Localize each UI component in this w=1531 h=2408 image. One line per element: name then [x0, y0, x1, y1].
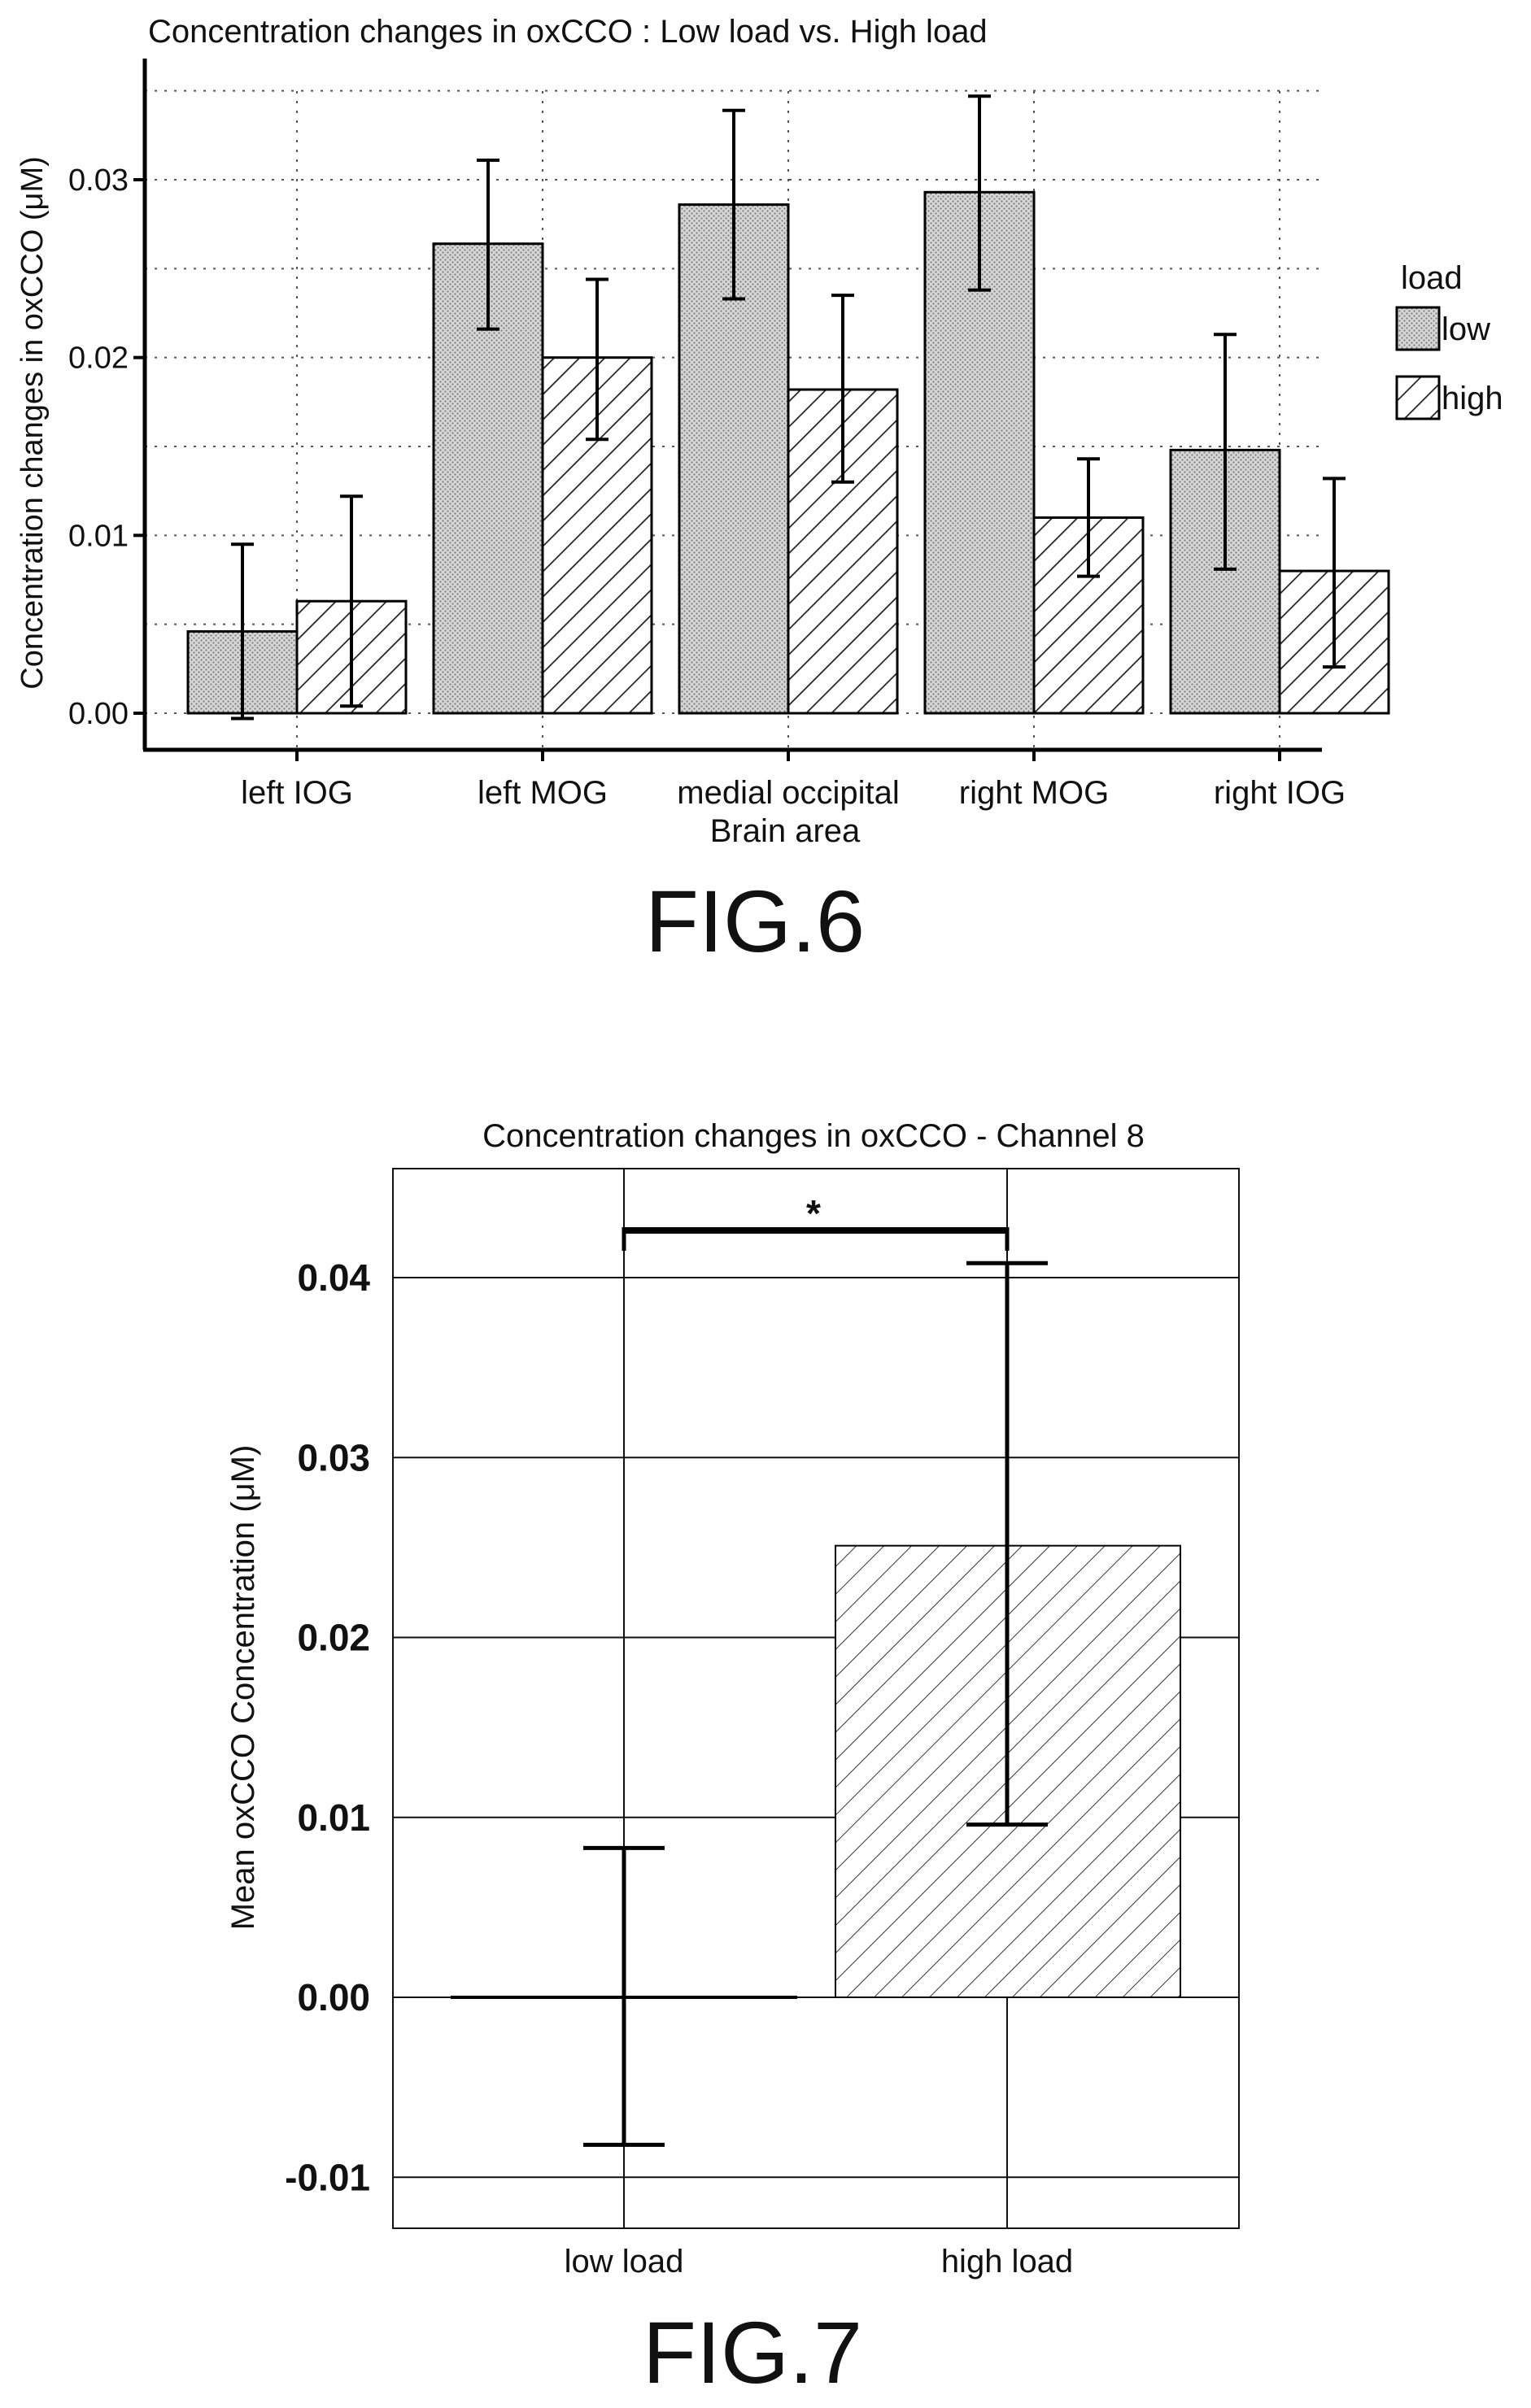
fig7-y-tick-label: 0.00: [297, 1976, 370, 2018]
fig7-bars: [451, 1544, 1181, 1999]
fig7-significance-star: *: [806, 1192, 821, 1234]
fig7-error-bars: [583, 1261, 1048, 2147]
fig6-legend-label-high: high: [1442, 381, 1503, 416]
fig6-legend-swatch-low: [1395, 306, 1441, 351]
fig6-x-tick-label-right-mog: right MOG: [959, 775, 1109, 811]
fig6-legend-title: load: [1401, 260, 1463, 296]
fig6-legend-swatch-high: [1395, 375, 1441, 420]
fig7-x-ticks: low load high load: [565, 2244, 1074, 2280]
fig7-y-tick-label: 0.02: [297, 1617, 370, 1659]
fig7-plot-frame: [392, 1168, 1240, 2229]
fig7-caption: FIG.7: [643, 2303, 862, 2401]
fig7-y-axis-label: Mean oxCCO Concentration (μM): [225, 1445, 261, 1931]
fig6-y-ticks: 0.00 0.01 0.02 0.03: [68, 163, 145, 731]
fig6-y-tick-label: 0.01: [68, 519, 129, 553]
fig6-title: Concentration changes in oxCCO : Low loa…: [148, 14, 988, 50]
fig7-x-tick-label-high-load: high load: [941, 2244, 1073, 2280]
fig6-x-ticks: left IOG left MOG medial occipital right MO…: [241, 750, 1346, 811]
fig6-error-bars: [231, 94, 1346, 721]
fig6-x-tick-label-medial-occipital: medial occipital: [677, 775, 899, 811]
fig7-y-tick-label: 0.01: [297, 1796, 370, 1839]
fig7-y-tick-label: -0.01: [285, 2156, 370, 2198]
fig6-y-tick-label: 0.00: [68, 697, 129, 731]
fig6-x-tick-label-right-iog: right IOG: [1214, 775, 1346, 811]
fig7-x-tick-label-low-load: low load: [565, 2244, 684, 2280]
fig6-bars: [186, 190, 1390, 715]
fig6-legend: load low high: [1395, 260, 1503, 420]
fig6-caption: FIG.6: [645, 872, 865, 970]
fig6-x-tick-label-left-iog: left IOG: [241, 775, 353, 811]
fig6-x-tick-label-left-mog: left MOG: [478, 775, 608, 811]
fig7-title: Concentration changes in oxCCO - Channel…: [482, 1118, 1145, 1154]
fig7-significance-bracket: *: [622, 1192, 1010, 1251]
fig6-chart: Concentration changes in oxCCO : Low loa…: [15, 14, 1503, 849]
fig7-y-tick-label: 0.04: [297, 1256, 370, 1299]
fig7-y-tick-label: 0.03: [297, 1436, 370, 1478]
fig7-y-ticks: -0.01 0.00 0.01 0.02 0.03 0.04: [285, 1256, 370, 2198]
fig6-legend-label-low: low: [1442, 311, 1490, 347]
fig6-axes: [142, 59, 1322, 752]
fig6-y-tick-label: 0.03: [68, 163, 129, 198]
fig6-y-tick-label: 0.02: [68, 342, 129, 376]
fig6-y-axis-label: Concentration changes in oxCCO (μM): [15, 156, 50, 690]
fig7-chart: Concentration changes in oxCCO - Channel…: [225, 1118, 1240, 2280]
fig6-x-axis-label: Brain area: [710, 813, 861, 849]
